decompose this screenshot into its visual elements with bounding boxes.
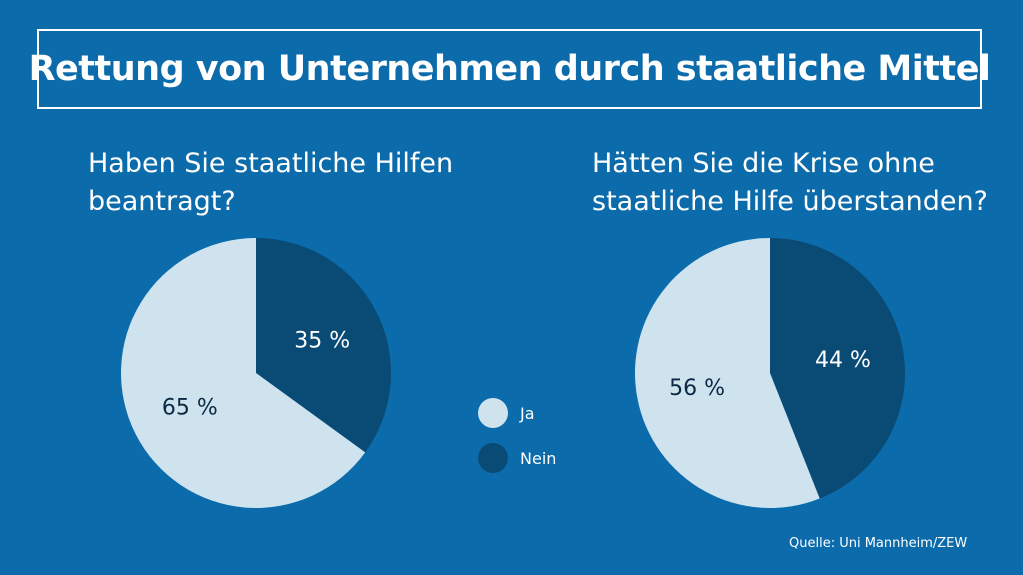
legend-swatch-nein [478, 443, 508, 473]
legend-item-nein: Nein [478, 443, 556, 473]
pie-slice-nein [770, 238, 905, 499]
pie-slice-nein [256, 238, 391, 453]
chart-title: Rettung von Unternehmen durch staatliche… [28, 49, 991, 89]
title-box: Rettung von Unternehmen durch staatliche… [29, 29, 991, 109]
legend-label-ja: Ja [520, 403, 535, 423]
slice-label-ja: 65 % [162, 396, 218, 421]
question-1-line-2: beantragt? [88, 186, 236, 217]
question-1: Haben Sie staatliche Hilfen beantragt? [88, 145, 454, 221]
source-note: Quelle: Uni Mannheim/ZEW [789, 536, 968, 551]
question-2-line-1: Hätten Sie die Krise ohne [592, 148, 935, 179]
question-1-line-1: Haben Sie staatliche Hilfen [88, 148, 454, 179]
question-2-line-2: staatliche Hilfe überstanden? [592, 186, 988, 217]
question-2: Hätten Sie die Krise ohne staatliche Hil… [592, 145, 992, 221]
slice-label-nein: 44 % [815, 348, 871, 373]
slice-label-nein: 35 % [294, 328, 350, 353]
pie-chart-1: 35 % 65 % [120, 238, 391, 508]
pie-slice-ja [635, 238, 820, 508]
pie-chart-2: 44 % 56 % [635, 238, 905, 508]
legend-label-nein: Nein [520, 448, 557, 468]
pie-slice-ja [120, 238, 366, 508]
legend-swatch-ja [478, 398, 508, 428]
legend-item-ja: Ja [478, 398, 535, 428]
slice-label-ja: 56 % [669, 376, 725, 401]
